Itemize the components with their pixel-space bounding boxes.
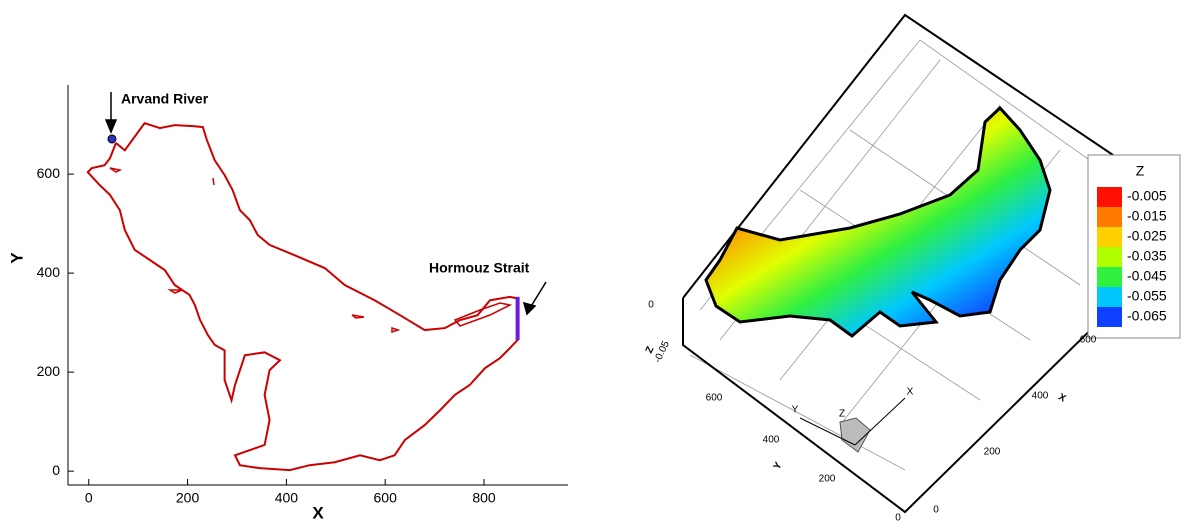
legend-swatch xyxy=(1097,267,1122,287)
axis-text: Z xyxy=(839,409,845,420)
axis-text: X xyxy=(1056,392,1068,405)
line xyxy=(86,121,519,472)
axis-text: 0 xyxy=(648,300,654,311)
axis-text: 400 xyxy=(1032,391,1049,402)
legend-swatch xyxy=(1097,287,1122,307)
x-tick-label: 600 xyxy=(374,490,398,506)
axis-text: Z xyxy=(644,345,657,355)
surface xyxy=(704,105,1052,338)
axis-text: 600 xyxy=(706,393,723,404)
axis-text: 400 xyxy=(763,435,780,446)
axis-text: 200 xyxy=(984,447,1001,458)
axis-text: 0 xyxy=(933,505,939,516)
axis-text: 600 xyxy=(1080,335,1097,346)
legend-label: -0.055 xyxy=(1127,288,1167,304)
y-tick-label: 600 xyxy=(37,165,61,181)
legend-label: -0.065 xyxy=(1127,308,1167,324)
x-axis-label: X xyxy=(312,503,324,522)
axis-text: Y xyxy=(792,405,799,416)
arrows xyxy=(104,92,547,316)
legend-label: -0.045 xyxy=(1127,268,1167,284)
y-axis-label: Y xyxy=(7,252,26,264)
y-tick-label: 0 xyxy=(52,462,60,478)
x-tick-label: 800 xyxy=(472,490,496,506)
legend-swatch xyxy=(1097,227,1122,247)
legend-label: -0.035 xyxy=(1127,248,1167,264)
axis-text: X xyxy=(907,387,914,398)
axis-text: 200 xyxy=(819,474,836,485)
x-tick-label: 0 xyxy=(85,490,93,506)
y-tick-label: 200 xyxy=(37,363,61,379)
x-tick-label: 200 xyxy=(176,490,200,506)
legend-label: -0.005 xyxy=(1127,188,1167,204)
legend-label: -0.025 xyxy=(1127,228,1167,244)
axis-text: Y xyxy=(772,460,785,472)
orientation-triad xyxy=(799,397,906,453)
legend-label: -0.015 xyxy=(1127,208,1167,224)
islands xyxy=(109,167,513,334)
legend-title: Z xyxy=(1136,163,1145,179)
axis-text: 0 xyxy=(895,513,901,522)
legend-swatch xyxy=(1097,247,1122,267)
x-tick-label: 400 xyxy=(275,490,299,506)
marker xyxy=(107,134,117,144)
annotation: Arvand River xyxy=(121,91,209,107)
y-tick-label: 400 xyxy=(37,264,61,280)
legend-swatch xyxy=(1097,187,1122,207)
legend-swatch xyxy=(1097,307,1122,327)
annotation: Hormouz Strait xyxy=(429,260,530,276)
box-edges xyxy=(682,13,1173,514)
legend-swatch xyxy=(1097,207,1122,227)
